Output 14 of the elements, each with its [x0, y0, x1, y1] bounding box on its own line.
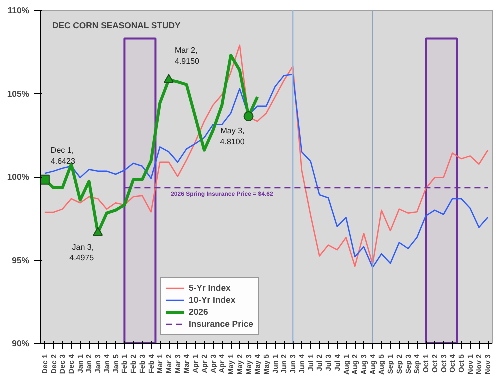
annotation: Mar 2, 4.9150 [175, 46, 200, 66]
annotation: May 3, 4.8100 [220, 126, 246, 146]
legend-label: 5-Yr Index [189, 283, 231, 293]
y-tick-label: 100% [7, 172, 30, 182]
legend-label: Insurance Price [189, 319, 254, 329]
legend-label: 10-Yr Index [189, 295, 236, 305]
y-tick-label: 110% [8, 6, 30, 16]
text: DEC CORN SEASONAL STUDY [52, 20, 181, 30]
legend-label: 2026 [189, 307, 209, 317]
y-tick-label: 105% [7, 88, 30, 99]
y-tick-label: 90% [12, 338, 30, 348]
annotation: Dec 1, 4.6423 [50, 146, 76, 166]
y-tick-label: 95% [12, 255, 30, 266]
annotation: Jan 3, 4.4975 [70, 242, 95, 263]
